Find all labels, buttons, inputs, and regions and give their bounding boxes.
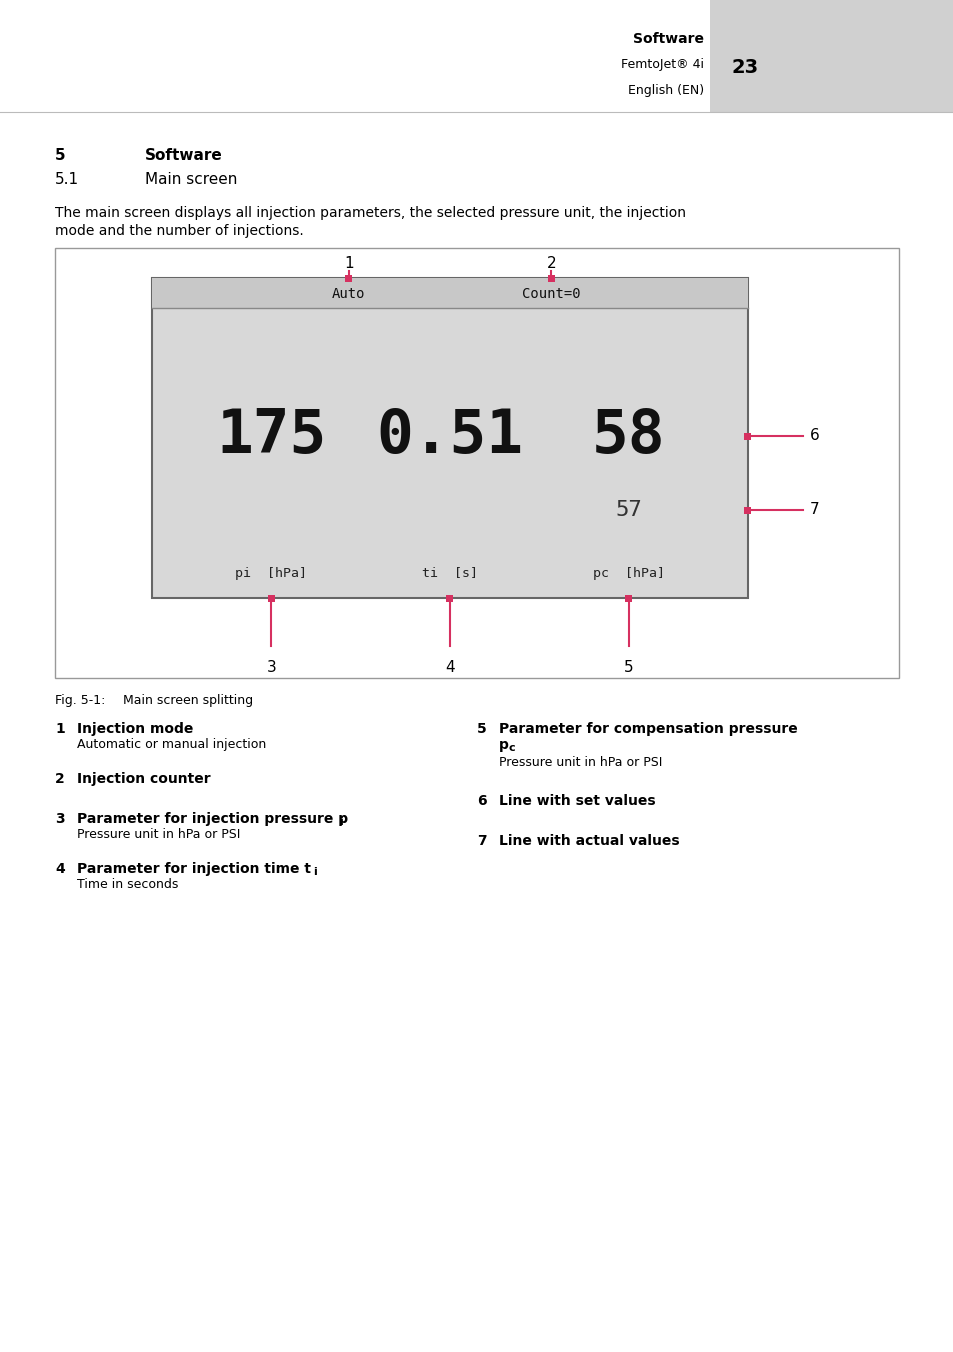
Text: pc  [hPa]: pc [hPa] (592, 566, 664, 580)
Text: Time in seconds: Time in seconds (77, 877, 178, 891)
Bar (547, 274, 555, 281)
Text: FemtoJet® 4i: FemtoJet® 4i (620, 58, 703, 72)
Text: 5.1: 5.1 (55, 172, 79, 187)
Text: Automatic or manual injection: Automatic or manual injection (77, 738, 266, 750)
Text: Parameter for injection time t: Parameter for injection time t (77, 863, 311, 876)
Text: 175: 175 (215, 407, 326, 465)
Bar (345, 274, 352, 281)
Text: Count=0: Count=0 (521, 287, 580, 301)
Text: Pressure unit in hPa or PSI: Pressure unit in hPa or PSI (498, 756, 661, 769)
Text: 5: 5 (476, 722, 486, 735)
Text: 57: 57 (615, 500, 641, 521)
Text: Injection counter: Injection counter (77, 772, 211, 786)
Text: 0.51: 0.51 (376, 407, 523, 465)
Text: 2: 2 (55, 772, 65, 786)
Text: ti  [s]: ti [s] (421, 566, 477, 580)
Bar (152, 279, 747, 308)
Text: 4: 4 (445, 660, 455, 675)
Text: Line with actual values: Line with actual values (498, 834, 679, 848)
Bar (743, 433, 751, 439)
Text: Main screen: Main screen (145, 172, 237, 187)
Text: Parameter for injection pressure p: Parameter for injection pressure p (77, 813, 348, 826)
Bar (709, 0, 953, 112)
Text: 5: 5 (623, 660, 633, 675)
Text: 2: 2 (546, 256, 556, 270)
Bar (743, 507, 751, 514)
Text: c: c (509, 744, 515, 753)
Text: 6: 6 (809, 429, 819, 443)
Text: p: p (498, 738, 508, 752)
Text: The main screen displays all injection parameters, the selected pressure unit, t: The main screen displays all injection p… (55, 206, 685, 220)
Text: mode and the number of injections.: mode and the number of injections. (55, 224, 303, 238)
Text: 7: 7 (809, 503, 819, 518)
Text: 4: 4 (55, 863, 65, 876)
Text: English (EN): English (EN) (627, 84, 703, 97)
Text: 58: 58 (592, 407, 665, 465)
Bar (55, 247, 898, 677)
Text: 23: 23 (731, 58, 759, 77)
Text: Pressure unit in hPa or PSI: Pressure unit in hPa or PSI (77, 827, 240, 841)
Text: Auto: Auto (332, 287, 365, 301)
Text: i: i (338, 817, 342, 827)
Text: 1: 1 (55, 722, 65, 735)
Text: 5: 5 (55, 147, 66, 164)
Text: Parameter for compensation pressure: Parameter for compensation pressure (498, 722, 797, 735)
Text: Line with set values: Line with set values (498, 794, 655, 808)
Text: 3: 3 (266, 660, 275, 675)
Text: Software: Software (633, 32, 703, 46)
Text: Main screen splitting: Main screen splitting (123, 694, 253, 707)
Text: Fig. 5-1:: Fig. 5-1: (55, 694, 105, 707)
Bar (268, 595, 274, 602)
Text: 1: 1 (343, 256, 354, 270)
Text: Injection mode: Injection mode (77, 722, 193, 735)
Text: 6: 6 (476, 794, 486, 808)
Text: 3: 3 (55, 813, 65, 826)
Text: i: i (313, 867, 316, 877)
Text: Software: Software (145, 147, 222, 164)
Bar (152, 279, 747, 598)
Text: pi  [hPa]: pi [hPa] (235, 566, 307, 580)
Bar (446, 595, 453, 602)
Bar (624, 595, 632, 602)
Text: 7: 7 (476, 834, 486, 848)
